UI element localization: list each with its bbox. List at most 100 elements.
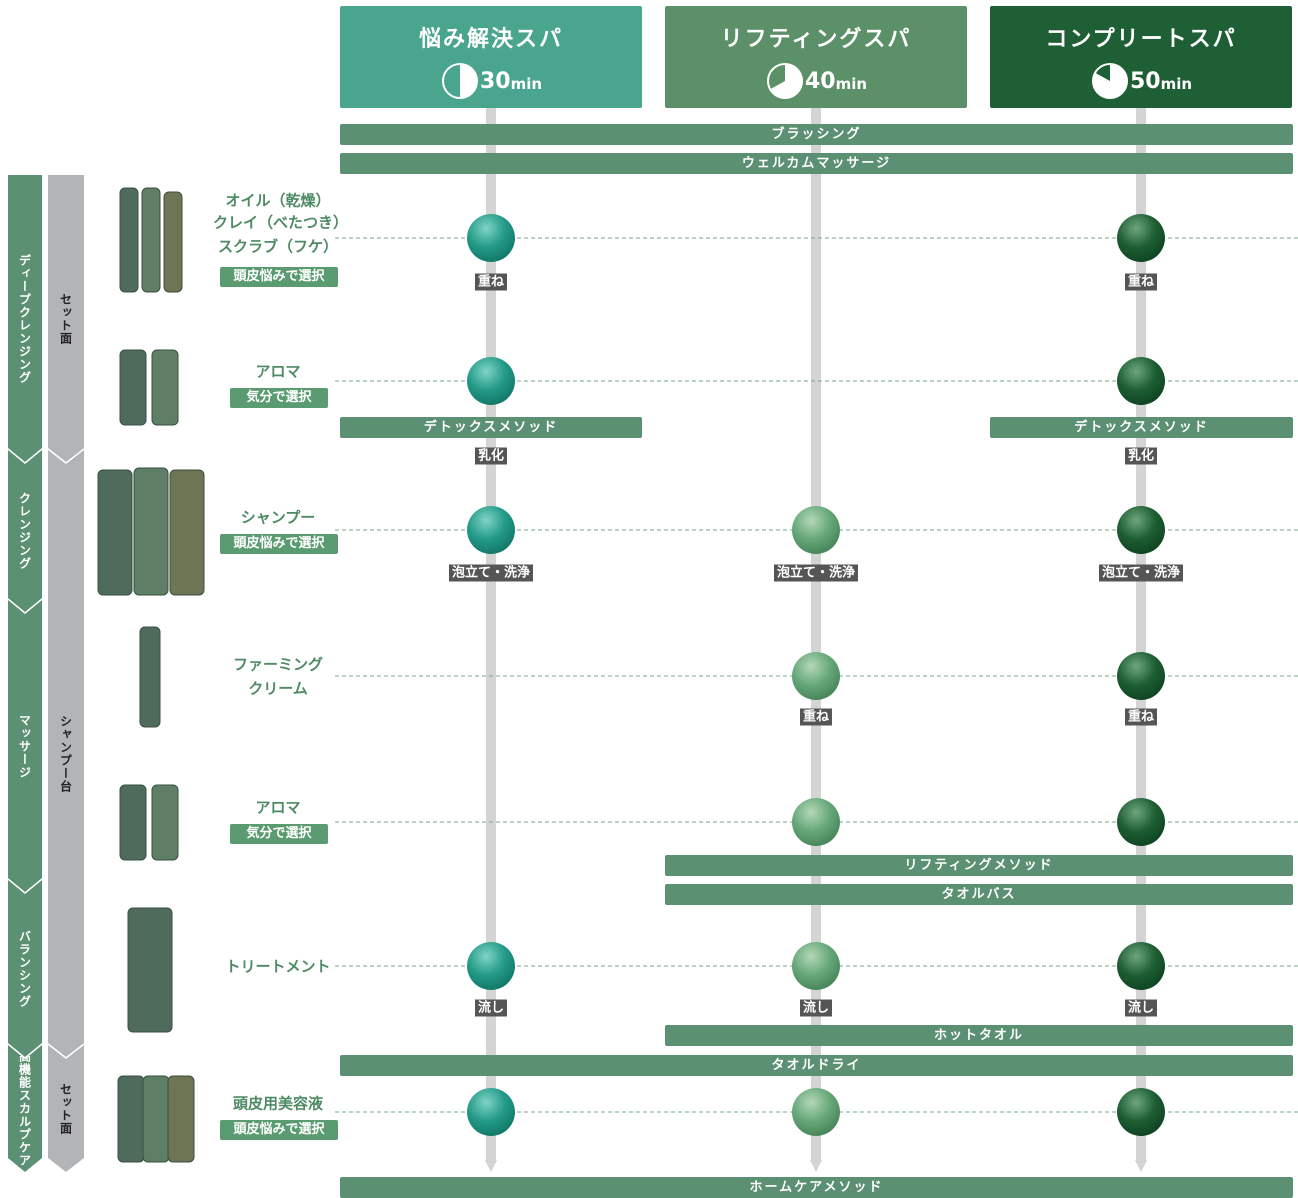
step-circle [1117, 1088, 1165, 1136]
step-label: ファーミング [232, 655, 323, 674]
step-label: スクラブ（フケ） [217, 237, 338, 256]
step-circle [792, 942, 840, 990]
step-circle [467, 357, 515, 405]
step-note: 乳化 [1124, 447, 1158, 465]
step-circle [792, 506, 840, 554]
step-circle [792, 798, 840, 846]
product [117, 1075, 145, 1163]
step-note: 泡立て・洗浄 [1098, 564, 1184, 582]
timeline [1136, 108, 1146, 1163]
step-circle [1117, 214, 1165, 262]
step-bar: リフティングメソッド [665, 855, 1293, 876]
product [142, 1075, 170, 1163]
step-label: アロマ [255, 362, 301, 381]
step-note: 流し [799, 999, 833, 1017]
step-label: 頭皮用美容液 [232, 1094, 323, 1113]
step-note: 重ね [1124, 708, 1158, 726]
step-label: アロマ [255, 798, 301, 817]
product [141, 187, 161, 293]
step-circle [467, 942, 515, 990]
step-label: オイル（乾燥） [225, 191, 331, 210]
step-label: シャンプー [240, 508, 316, 527]
product [133, 467, 169, 596]
phase: バランシング [8, 880, 42, 1057]
product [97, 469, 133, 596]
step-label: クリーム [248, 679, 308, 698]
course-time-unit: min [835, 74, 868, 93]
step-label: クレイ（べたつき） [213, 213, 349, 232]
step-bar: ホットタオル [665, 1025, 1293, 1046]
course-time: 50 min [990, 61, 1292, 101]
product [119, 784, 147, 861]
phase: 高機能スカルプケア [8, 1045, 42, 1172]
timeline-arrow [1135, 1160, 1147, 1172]
timeline [811, 108, 821, 1163]
course-time-value: 30 [479, 68, 511, 94]
clock-icon [766, 63, 803, 99]
step-note: 重ね [474, 273, 508, 291]
step-circle [467, 506, 515, 554]
step-circle [1117, 652, 1165, 700]
product [119, 187, 139, 293]
timeline-arrow [485, 1160, 497, 1172]
course-time-unit: min [1160, 74, 1193, 93]
phase: クレンジング [8, 450, 42, 612]
step-circle [1117, 942, 1165, 990]
product [167, 1075, 195, 1163]
course-time: 40 min [665, 61, 967, 101]
step-circle [1117, 357, 1165, 405]
step-tag: 気分で選択 [230, 824, 328, 844]
product [169, 469, 205, 596]
step-circle [792, 1088, 840, 1136]
step-bar: ブラッシング [340, 124, 1293, 145]
course-time-value: 50 [1129, 68, 1161, 94]
step-bar: タオルドライ [340, 1055, 1293, 1076]
course-header: コンプリートスパ 50 min [990, 6, 1292, 108]
course-time: 30 min [340, 61, 642, 101]
product [151, 349, 179, 426]
step-bar: ホームケアメソッド [340, 1177, 1293, 1198]
step-circle [1117, 798, 1165, 846]
station: シャンプー台 [48, 450, 84, 1057]
timeline-arrow [810, 1160, 822, 1172]
step-circle [467, 1088, 515, 1136]
product [139, 626, 161, 728]
timeline [486, 108, 496, 1163]
course-header: リフティングスパ 40 min [665, 6, 967, 108]
product [127, 907, 173, 1033]
course-header: 悩み解決スパ 30 min [340, 6, 642, 108]
step-bar: デトックスメソッド [990, 417, 1293, 438]
step-note: 泡立て・洗浄 [448, 564, 534, 582]
step-label: トリートメント [225, 957, 331, 976]
step-circle [467, 214, 515, 262]
product [151, 784, 179, 861]
course-time-unit: min [510, 74, 543, 93]
step-tag: 頭皮悩みで選択 [220, 534, 338, 554]
course-title: 悩み解決スパ [418, 27, 563, 52]
product [163, 191, 183, 293]
clock-icon [441, 63, 478, 99]
step-note: 流し [474, 999, 508, 1017]
step-note: 重ね [799, 708, 833, 726]
step-bar: デトックスメソッド [340, 417, 642, 438]
step-circle [792, 652, 840, 700]
step-note: 乳化 [474, 447, 508, 465]
step-bar: ウェルカムマッサージ [340, 153, 1293, 174]
station: セット面 [48, 1045, 84, 1172]
product [119, 349, 147, 426]
station: セット面 [48, 175, 84, 462]
step-circle [1117, 506, 1165, 554]
step-note: 流し [1124, 999, 1158, 1017]
course-title: リフティングスパ [720, 27, 912, 52]
step-tag: 頭皮悩みで選択 [220, 1120, 338, 1140]
course-title: コンプリートスパ [1045, 27, 1237, 52]
phase: ディープクレンジング [8, 175, 42, 462]
step-note: 泡立て・洗浄 [773, 564, 859, 582]
step-bar: タオルバス [665, 884, 1293, 905]
step-note: 重ね [1124, 273, 1158, 291]
step-tag: 頭皮悩みで選択 [220, 267, 338, 287]
phase: マッサージ [8, 600, 42, 892]
step-tag: 気分で選択 [230, 388, 328, 408]
